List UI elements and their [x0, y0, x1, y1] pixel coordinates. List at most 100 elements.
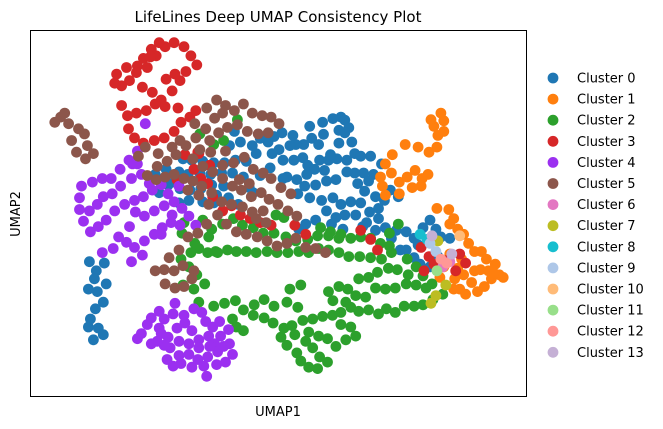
data-point [155, 228, 167, 240]
data-point [262, 127, 274, 139]
data-point [178, 281, 190, 292]
data-point [438, 125, 450, 137]
data-point [175, 116, 187, 128]
data-point [232, 119, 243, 131]
legend-marker [547, 241, 559, 253]
data-point [363, 175, 374, 187]
data-point [241, 125, 253, 137]
data-point [217, 173, 229, 184]
data-point [97, 329, 109, 341]
data-point [417, 299, 429, 311]
data-point [237, 201, 248, 213]
data-point [230, 295, 241, 307]
data-point [316, 195, 327, 206]
data-point [83, 283, 94, 295]
data-point [187, 153, 199, 165]
data-point [178, 41, 190, 53]
data-point [130, 206, 141, 218]
data-point [291, 347, 303, 359]
data-point [424, 214, 436, 226]
data-point [248, 299, 260, 311]
data-point [183, 195, 195, 206]
data-point [127, 158, 138, 170]
data-point [139, 118, 151, 130]
data-point [187, 175, 199, 187]
data-point [376, 253, 387, 265]
data-point [80, 153, 91, 165]
data-point [203, 199, 215, 210]
data-point [218, 341, 230, 352]
data-point [386, 247, 397, 258]
data-point [107, 243, 119, 254]
data-point [201, 218, 213, 230]
data-point [291, 210, 303, 222]
data-point [89, 273, 100, 285]
legend-label: Cluster 0 [577, 72, 636, 87]
data-point [180, 66, 192, 77]
data-point [383, 262, 394, 274]
data-point [310, 243, 321, 254]
y-axis-label: UMAP2 [9, 191, 24, 237]
data-point [148, 135, 160, 146]
data-point [422, 169, 434, 180]
data-point [201, 370, 213, 382]
data-point [141, 62, 153, 73]
data-point [391, 264, 403, 276]
data-point [87, 176, 98, 188]
data-point [272, 199, 284, 210]
data-point [178, 309, 190, 321]
data-point [268, 300, 280, 312]
data-point [163, 252, 175, 264]
data-point [226, 199, 237, 210]
data-point [100, 214, 112, 226]
data-point [252, 128, 264, 140]
data-point [350, 209, 362, 221]
data-point [182, 231, 194, 243]
data-point [208, 300, 220, 312]
data-point [114, 163, 126, 175]
data-point [199, 278, 211, 290]
data-point [386, 149, 398, 161]
legend-marker [547, 114, 559, 126]
data-point [410, 279, 422, 291]
data-point [372, 266, 383, 278]
data-point [360, 291, 371, 303]
data-point [167, 308, 179, 320]
data-point [166, 141, 178, 153]
data-point [406, 182, 418, 194]
legend-entry: Cluster 10 [547, 283, 644, 298]
data-point [460, 288, 471, 300]
legend-marker [547, 346, 559, 358]
data-point [246, 140, 258, 152]
data-point [446, 248, 458, 260]
data-point [408, 300, 420, 312]
data-point [340, 296, 352, 308]
data-point [74, 204, 85, 215]
data-point [131, 67, 142, 78]
data-point [275, 331, 287, 343]
data-point [430, 290, 442, 301]
data-point [304, 120, 316, 132]
data-point [401, 171, 413, 183]
data-point [146, 184, 158, 196]
data-point [460, 257, 471, 269]
data-point [220, 356, 231, 368]
legend-entry: Cluster 4 [547, 156, 636, 171]
data-point [96, 247, 108, 258]
data-point [497, 272, 509, 283]
data-point [277, 154, 289, 166]
data-point [342, 283, 354, 295]
data-point [207, 166, 219, 178]
data-point [298, 139, 310, 150]
data-point [297, 315, 309, 326]
data-point [159, 278, 171, 290]
data-point [317, 311, 328, 322]
data-point [260, 217, 272, 229]
data-point [217, 107, 229, 119]
legend-label: Cluster 7 [577, 219, 636, 234]
data-point [158, 132, 170, 144]
data-point [85, 226, 96, 238]
data-point [91, 199, 103, 210]
data-point [340, 334, 352, 346]
data-point [229, 105, 240, 116]
